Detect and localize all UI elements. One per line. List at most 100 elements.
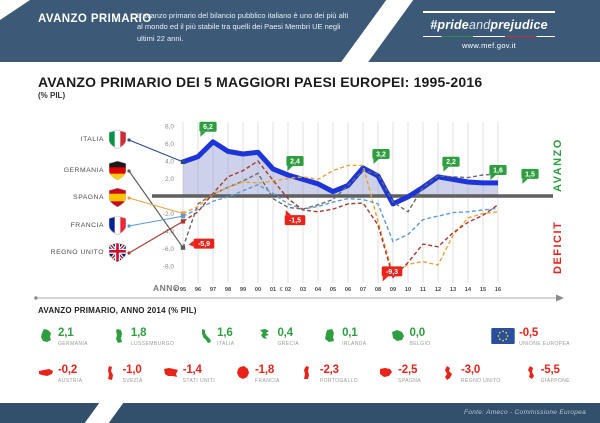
japan-map-icon	[527, 366, 534, 379]
stat-country-label: PORTOGALLO	[319, 377, 359, 384]
svg-text:03: 03	[300, 287, 306, 293]
stat-country-label: STATI UNITI	[182, 377, 216, 384]
series-line-francia	[182, 183, 499, 243]
svg-text:-1,5: -1,5	[289, 218, 301, 225]
svg-text:12: 12	[435, 287, 441, 293]
eu-flag-icon	[491, 328, 515, 344]
italy-map-icon	[202, 329, 212, 343]
euro-symbol: €	[279, 287, 282, 293]
stat-country-label: SPAGNA	[398, 377, 422, 384]
stat-country-label: GRECIA	[277, 340, 300, 347]
stat-item: 1,6 ITALIA	[197, 327, 234, 347]
stats-row-positive: 2,1 GERMANIA 1,8 LUSSEMBURGO 1,6 ITALIA …	[38, 327, 570, 347]
svg-text:06: 06	[345, 287, 351, 293]
legend-country-label: ITALIA	[80, 136, 104, 143]
spain-flag-shield-icon	[109, 188, 126, 207]
source-credit: Fonte: Ameco - Commissione Europea	[464, 409, 586, 416]
luxembourg-map-icon	[115, 329, 122, 343]
stat-country-label: GIAPPONE	[540, 377, 570, 384]
stat-value: 0,4	[277, 327, 293, 339]
stat-item: 2,1 GERMANIA	[38, 327, 88, 347]
svg-text:-4,0: -4,0	[163, 228, 175, 235]
stat-value: -3,0	[461, 364, 481, 376]
hashtag-pride: #pride	[430, 17, 469, 32]
stat-text: -1,4 STATI UNITI	[183, 364, 215, 384]
hashtag-and: and	[468, 17, 491, 32]
stat-text: -1,8 FRANCIA	[255, 364, 280, 384]
legend-country-label: FRANCIA	[70, 222, 104, 229]
svg-text:10: 10	[405, 287, 411, 293]
svg-text:07: 07	[360, 287, 366, 293]
france-map-icon	[237, 366, 250, 379]
sweden-map-icon	[107, 366, 113, 380]
stat-value: -1,8	[255, 364, 275, 376]
germany-flag-shield-icon	[109, 161, 126, 180]
stat-text: 0,4 GRECIA	[277, 327, 299, 347]
y-axis-ticks: 8,0 6,0 4,0 2,0 -2,0 -4,0 -6,0 -8,0	[163, 123, 175, 270]
svg-text:95: 95	[180, 287, 186, 293]
svg-text:05: 05	[330, 287, 336, 293]
svg-text:2,2: 2,2	[446, 159, 456, 166]
svg-text:99: 99	[240, 287, 246, 293]
stat-country-label: FRANCIA	[255, 377, 280, 384]
header-band: AVANZO PRIMARIO L'avanzo primario del bi…	[0, 0, 600, 68]
stat-value: -2,3	[319, 364, 339, 376]
stat-text: 2,1 GERMANIA	[58, 327, 88, 347]
legend-item: SPAGNA	[14, 188, 126, 207]
series-line-italia	[182, 139, 498, 207]
stat-value: 2,1	[58, 327, 74, 339]
svg-text:2,0: 2,0	[165, 176, 174, 183]
svg-text:04: 04	[315, 287, 322, 293]
svg-text:-8,0: -8,0	[163, 263, 175, 270]
legend-item: REGNO UNITO	[14, 243, 126, 262]
svg-text:1,5: 1,5	[525, 171, 535, 178]
svg-text:97: 97	[210, 287, 216, 293]
stat-item: 1,8 LUSSEMBURGO	[111, 327, 174, 347]
svg-text:15: 15	[480, 287, 486, 293]
stat-text: -3,0 REGNO UNITO	[461, 364, 501, 384]
stat-country-label: SVEZIA	[122, 377, 143, 384]
stat-item: 0,1 IRLANDA	[322, 327, 366, 347]
legend-item: FRANCIA	[14, 216, 126, 235]
series-line-germania	[182, 169, 499, 248]
annotation-1,5: 1,5	[521, 168, 539, 184]
usa-map-icon	[163, 368, 178, 377]
svg-text:16: 16	[495, 287, 501, 293]
svg-text:02: 02	[285, 287, 291, 293]
france-flag-shield-icon	[109, 216, 126, 235]
svg-text:13: 13	[450, 287, 456, 293]
legend-country-label: SPAGNA	[73, 194, 104, 201]
svg-text:08: 08	[375, 287, 381, 293]
website-link[interactable]: www.mef.gov.it	[461, 41, 517, 51]
stat-text: -0,2 AUSTRIA	[58, 364, 82, 384]
germany-map-icon	[41, 329, 51, 342]
svg-text:01: 01	[270, 287, 276, 293]
stat-country-label: UNIONE EUROPEA	[519, 340, 570, 347]
stat-item: -1,0 SVEZIA	[103, 364, 143, 384]
svg-text:-9,3: -9,3	[386, 269, 398, 276]
italy-area-fill	[183, 141, 498, 196]
deficit-axis-label: DEFICIT	[552, 220, 564, 274]
stat-item: -1,8 FRANCIA	[235, 364, 280, 384]
stat-country-label: LUSSEMBURGO	[130, 340, 175, 347]
stat-item: -2,3 PORTOGALLO	[300, 364, 358, 384]
stat-item: -1,4 STATI UNITI	[163, 364, 215, 384]
corner-notch	[0, 0, 30, 20]
svg-text:98: 98	[225, 287, 231, 293]
svg-text:11: 11	[420, 287, 426, 293]
data-annotations: 6,2 2,4 3,2 2,2 1,6 1,5 -5,9 -1,5 -9,3	[188, 121, 539, 282]
legend-country-label: GERMANIA	[63, 167, 104, 174]
hashtag-prejudice: prejudice	[490, 17, 548, 32]
series-line-regno-unito	[182, 160, 499, 279]
svg-text:-6,0: -6,0	[163, 246, 175, 253]
stat-item: -5,5 GIAPPONE	[521, 364, 570, 384]
header-description: L'avanzo primario del bilancio pubblico …	[137, 11, 349, 43]
stat-text: 1,8 LUSSEMBURGO	[131, 327, 174, 347]
stat-value: -1,0	[122, 364, 142, 376]
stat-country-label: BELGIO	[409, 340, 431, 347]
legend-leader-lines	[127, 138, 186, 255]
svg-text:6,0: 6,0	[165, 141, 174, 148]
chart-subtitle: (% PIL)	[38, 91, 66, 100]
